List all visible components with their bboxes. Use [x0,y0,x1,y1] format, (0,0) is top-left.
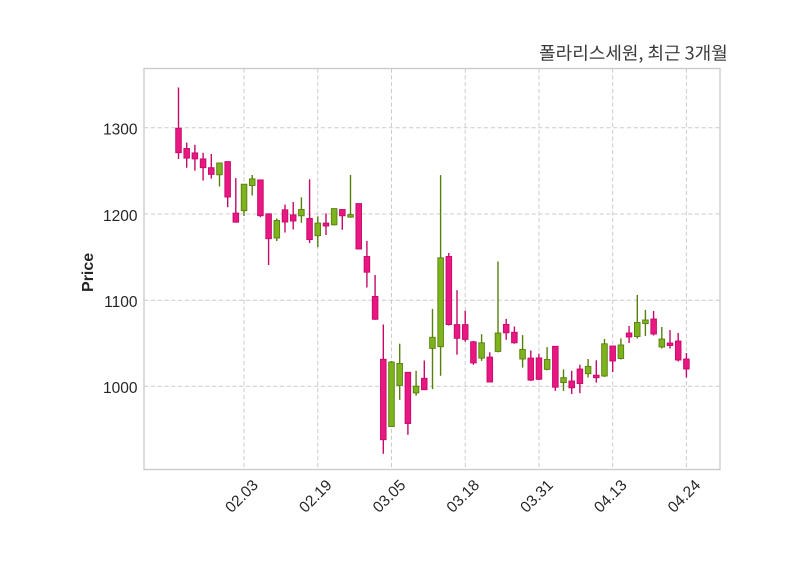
svg-text:Price: Price [80,253,97,292]
svg-text:1000: 1000 [103,380,138,397]
svg-text:1200: 1200 [103,208,138,225]
svg-text:1100: 1100 [104,294,138,311]
svg-text:1300: 1300 [103,122,138,139]
